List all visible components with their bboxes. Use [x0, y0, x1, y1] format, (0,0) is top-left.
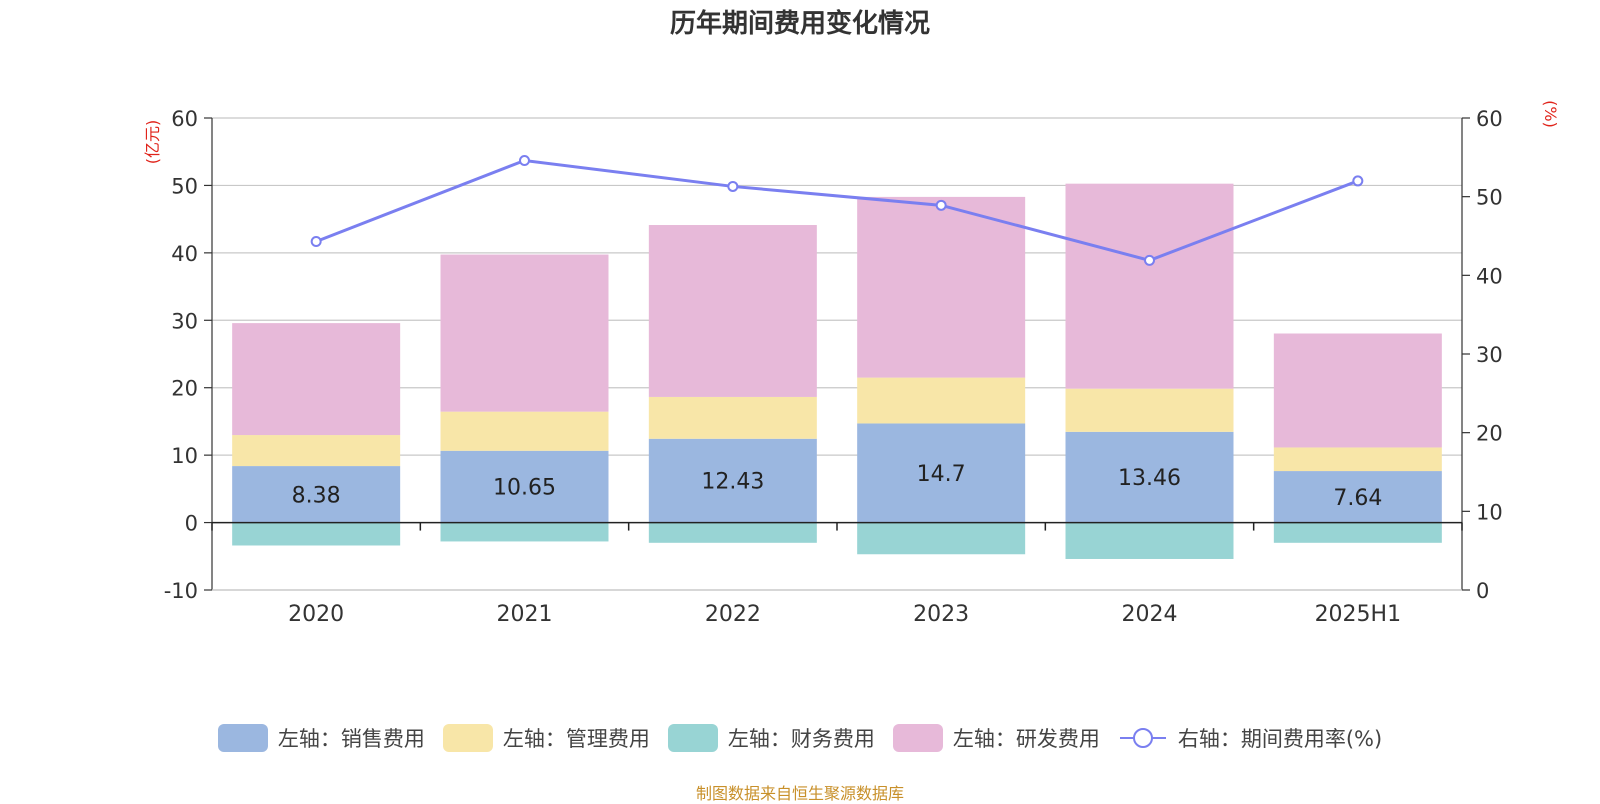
bar-segment — [857, 196, 1026, 378]
chart-title: 历年期间费用变化情况 — [670, 8, 930, 39]
bar-segment — [1273, 471, 1442, 523]
y-tick-label-left: 30 — [171, 309, 198, 333]
rate-point — [1144, 254, 1155, 266]
bar-segment — [232, 522, 401, 546]
y-tick-label-left: -10 — [164, 579, 198, 603]
bar-segment — [440, 254, 609, 412]
bar-segment — [1273, 333, 1442, 448]
legend-swatch-admin — [442, 724, 493, 752]
rate-point — [727, 180, 739, 192]
y-axis-right-unit: (%) — [1541, 100, 1560, 128]
legend-item-rate[interactable]: 右轴：期间费用率(%) — [1118, 723, 1382, 753]
bar-segment — [232, 466, 401, 523]
bar-segment — [1065, 183, 1234, 389]
legend: 左轴：销售费用 左轴：管理费用 左轴：财务费用 左轴：研发费用 右轴：期间费用率… — [0, 720, 1600, 756]
x-tick-label: 2023 — [913, 602, 969, 627]
bar-segment — [1273, 522, 1442, 543]
bar-segment — [232, 323, 401, 436]
data-label: 12.43 — [701, 470, 764, 495]
source-note: 制图数据来自恒生聚源数据库 — [695, 784, 904, 803]
x-tick-label: 2022 — [705, 602, 761, 627]
bar-segment — [440, 522, 609, 542]
legend-label-admin: 左轴：管理费用 — [502, 727, 650, 751]
data-label: 10.65 — [493, 476, 556, 501]
bar-segment — [440, 411, 609, 451]
data-label: 13.46 — [1118, 466, 1181, 491]
data-label: 7.64 — [1333, 486, 1382, 511]
data-label: 8.38 — [292, 483, 341, 508]
bar-segment — [857, 423, 1026, 523]
legend-swatch-finance — [667, 724, 718, 752]
y-tick-label-left: 0 — [185, 512, 198, 536]
rate-point — [935, 199, 947, 211]
legend-label-rd: 左轴：研发费用 — [952, 727, 1100, 751]
legend-label-rate: 右轴：期间费用率(%) — [1177, 727, 1383, 751]
y-tick-label-left: 40 — [171, 242, 198, 266]
legend-swatch-sales — [217, 724, 268, 752]
bar-segment — [1065, 388, 1234, 432]
rate-point — [1352, 175, 1364, 187]
y-axis-left-unit: (亿元) — [143, 120, 162, 165]
x-tick-label: 2021 — [497, 602, 553, 627]
x-tick-label: 2025H1 — [1315, 602, 1402, 627]
legend-label-sales: 左轴：销售费用 — [277, 727, 425, 751]
y-tick-label-right: 10 — [1476, 500, 1503, 524]
legend-item-admin[interactable]: 左轴：管理费用 — [442, 723, 650, 753]
y-tick-label-right: 40 — [1476, 264, 1503, 288]
bar-segment — [648, 225, 817, 397]
y-tick-label-left: 50 — [171, 174, 198, 198]
bar-segment — [440, 450, 609, 523]
x-tick-label: 2024 — [1122, 602, 1178, 627]
y-tick-label-right: 30 — [1476, 343, 1503, 367]
y-tick-label-right: 0 — [1476, 579, 1489, 603]
y-tick-label-left: 10 — [171, 444, 198, 468]
bar-segment — [648, 522, 817, 543]
y-tick-label-right: 50 — [1476, 186, 1503, 210]
legend-item-finance[interactable]: 左轴：财务费用 — [667, 723, 875, 753]
bar-segment — [857, 377, 1026, 424]
legend-swatch-rd — [892, 724, 943, 752]
rate-point — [519, 154, 530, 166]
bar-segment — [1273, 447, 1442, 472]
y-tick-label-right: 20 — [1476, 422, 1503, 446]
bar-segment — [648, 396, 817, 439]
legend-item-rd[interactable]: 左轴：研发费用 — [892, 723, 1100, 753]
bar-segment — [232, 435, 401, 467]
data-label: 14.7 — [917, 462, 966, 487]
bar-segment — [857, 522, 1026, 555]
y-tick-label-left: 60 — [171, 107, 198, 131]
x-tick-label: 2020 — [288, 602, 344, 627]
bar-segment — [1065, 431, 1234, 523]
legend-line-marker-icon — [1119, 728, 1166, 748]
bar-segment — [648, 438, 817, 523]
legend-label-finance: 左轴：财务费用 — [727, 727, 875, 751]
rate-point — [310, 236, 322, 248]
y-tick-label-left: 20 — [171, 377, 198, 401]
bar-segment — [1065, 522, 1234, 559]
rate-line — [315, 158, 1359, 262]
y-tick-label-right: 60 — [1476, 107, 1503, 131]
legend-item-sales[interactable]: 左轴：销售费用 — [217, 723, 425, 753]
